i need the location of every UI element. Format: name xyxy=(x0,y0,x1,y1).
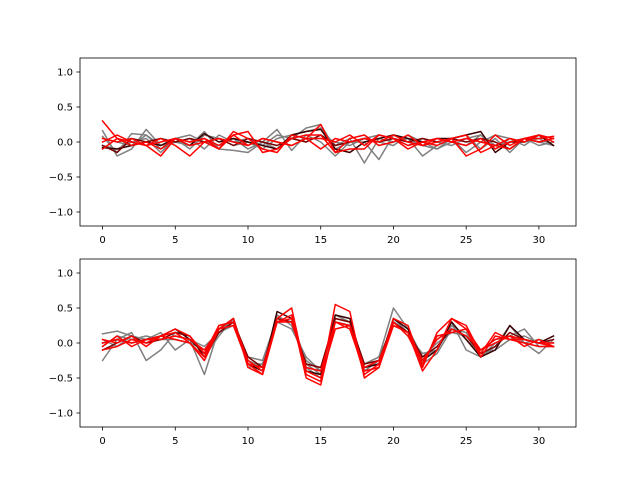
bottom-series-line-8 xyxy=(101,317,555,379)
top-panel: 0 5 10 15 20 25 30 −1.0 −0.5 0.0 0.5 1.0 xyxy=(49,57,577,246)
bottom-x-tick-label: 30 xyxy=(533,436,546,447)
bottom-x-tick-label: 5 xyxy=(172,436,178,447)
bottom-series-group xyxy=(101,303,555,386)
bottom-y-tick-label: 0.5 xyxy=(57,304,73,315)
top-y-tick-label: −0.5 xyxy=(49,173,73,184)
top-x-tick-label: 10 xyxy=(242,235,255,246)
top-series-line-2 xyxy=(101,123,555,154)
top-series-line-1 xyxy=(101,128,555,161)
top-x-tick-label: 0 xyxy=(99,235,105,246)
bottom-y-tick-label: 0.0 xyxy=(57,339,73,350)
top-x-tick-label: 25 xyxy=(460,235,473,246)
top-y-tick-label: −1.0 xyxy=(49,208,73,219)
bottom-y-tick-label: 1.0 xyxy=(57,269,73,280)
bottom-x-tick-label: 0 xyxy=(99,436,105,447)
bottom-x-tick-label: 15 xyxy=(314,436,327,447)
bottom-y-tick-label: −0.5 xyxy=(49,374,73,385)
bottom-panel: 0 5 10 15 20 25 30 −1.0 −0.5 0.0 0.5 1.0 xyxy=(49,258,577,447)
top-x-tick-label: 5 xyxy=(172,235,178,246)
bottom-x-tick-label: 10 xyxy=(242,436,255,447)
top-series-line-9 xyxy=(101,134,555,150)
bottom-x-tick-label: 25 xyxy=(460,436,473,447)
bottom-series-line-9 xyxy=(101,321,555,372)
top-y-tick-label: 1.0 xyxy=(57,68,73,79)
bottom-x-tick-label: 20 xyxy=(387,436,400,447)
top-y-tick-label: 0.5 xyxy=(57,103,73,114)
top-x-tick-label: 30 xyxy=(533,235,546,246)
top-series-line-7 xyxy=(101,123,555,157)
top-x-tick-label: 20 xyxy=(387,235,400,246)
top-y-tick-label: 0.0 xyxy=(57,138,73,149)
bottom-y-tick-label: −1.0 xyxy=(49,409,73,420)
bottom-series-line-6 xyxy=(101,303,555,383)
top-x-tick-label: 15 xyxy=(314,235,327,246)
top-series-group xyxy=(101,119,555,164)
